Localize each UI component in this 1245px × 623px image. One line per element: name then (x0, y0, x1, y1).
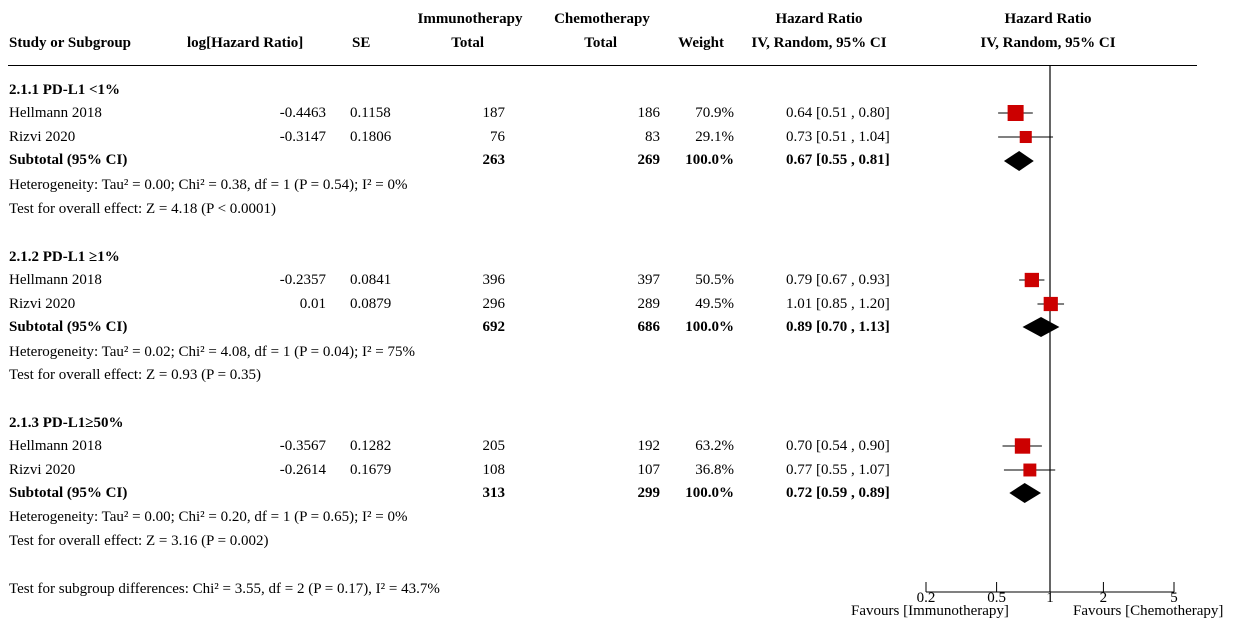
heterogeneity-text: Heterogeneity: Tau² = 0.00; Chi² = 0.38,… (9, 177, 408, 193)
study-se: 0.1158 (350, 105, 391, 121)
study-se: 0.0879 (350, 296, 392, 312)
subtotal-ctl-total: 269 (637, 152, 661, 168)
x-axis-tick-label: 2 (1100, 590, 1108, 606)
header-se: SE (352, 35, 371, 51)
overall-effect-text: Test for overall effect: Z = 0.93 (P = 0… (9, 367, 262, 383)
study-marker (1007, 105, 1024, 121)
x-axis-tick-label: 1 (1046, 590, 1054, 606)
study-name: Hellmann 2018 (9, 105, 102, 121)
subtotal-label: Subtotal (95% CI) (9, 152, 128, 168)
study-name: Rizvi 2020 (9, 462, 76, 478)
header-study: Study or Subgroup (9, 35, 132, 51)
subtotal-weight: 100.0% (685, 319, 734, 335)
subtotal-diamond (1003, 151, 1034, 171)
study-ci: 0.79 [0.67 , 0.93] (786, 272, 890, 288)
study-ci: 0.77 [0.55 , 1.07] (786, 462, 890, 478)
study-se: 0.0841 (350, 272, 392, 288)
study-se: 0.1282 (350, 438, 392, 454)
study-weight: 49.5% (695, 296, 734, 312)
subtotal-weight: 100.0% (685, 152, 734, 168)
study-ctl-total: 107 (637, 462, 661, 478)
study-loghr: 0.01 (299, 296, 326, 312)
study-weight: 50.5% (695, 272, 734, 288)
subtotal-label: Subtotal (95% CI) (9, 485, 128, 501)
favours-right-label: Favours [Chemotherapy] (1073, 603, 1224, 619)
heterogeneity-text: Heterogeneity: Tau² = 0.02; Chi² = 4.08,… (9, 344, 415, 360)
heterogeneity-text: Heterogeneity: Tau² = 0.00; Chi² = 0.20,… (9, 509, 408, 525)
study-ctl-total: 83 (645, 129, 660, 145)
study-name: Hellmann 2018 (9, 272, 102, 288)
x-axis-tick-label: 0.5 (987, 590, 1006, 606)
header-ctl-group: Chemotherapy (554, 11, 650, 27)
header-plot-col: Hazard Ratio (1004, 11, 1092, 27)
favours-left-label: Favours [Immunotherapy] (851, 603, 1009, 619)
subgroup-title: 2.1.3 PD-L1≥50% (9, 415, 124, 431)
study-marker (1043, 296, 1058, 312)
study-marker (1024, 272, 1039, 288)
study-exp-total: 205 (482, 438, 506, 454)
x-axis-tick-label: 5 (1170, 590, 1178, 606)
study-exp-total: 296 (482, 296, 506, 312)
study-ci: 0.70 [0.54 , 0.90] (786, 438, 890, 454)
study-ctl-total: 289 (637, 296, 661, 312)
study-exp-total: 187 (482, 105, 506, 121)
subtotal-label: Subtotal (95% CI) (9, 319, 128, 335)
study-marker (1019, 130, 1032, 144)
subtotal-ci: 0.72 [0.59 , 0.89] (786, 485, 890, 501)
header-loghr: log[Hazard Ratio] (187, 35, 304, 51)
study-name: Rizvi 2020 (9, 129, 76, 145)
header-exp-group: Immunotherapy (417, 11, 523, 27)
study-ctl-total: 192 (637, 438, 661, 454)
subtotal-ctl-total: 686 (637, 319, 661, 335)
study-marker (1023, 463, 1037, 477)
study-name: Hellmann 2018 (9, 438, 102, 454)
study-loghr: -0.2357 (279, 272, 326, 288)
study-exp-total: 108 (482, 462, 506, 478)
subtotal-diamond (1009, 483, 1042, 503)
header-exp-total: Total (451, 35, 484, 51)
study-loghr: -0.3147 (279, 129, 326, 145)
study-name: Rizvi 2020 (9, 296, 76, 312)
header-ctl-total: Total (584, 35, 617, 51)
subgroup-title: 2.1.2 PD-L1 ≥1% (9, 249, 120, 265)
study-exp-total: 396 (482, 272, 506, 288)
subtotal-ci: 0.67 [0.55 , 0.81] (786, 152, 890, 168)
study-weight: 36.8% (695, 462, 734, 478)
study-marker (1014, 438, 1031, 454)
study-ci: 0.64 [0.51 , 0.80] (786, 105, 890, 121)
header-weight: Weight (678, 35, 724, 51)
subtotal-diamond (1022, 317, 1060, 337)
study-se: 0.1679 (350, 462, 392, 478)
overall-effect-text: Test for overall effect: Z = 3.16 (P = 0… (9, 533, 269, 549)
subtotal-exp-total: 263 (482, 152, 506, 168)
study-ci: 0.73 [0.51 , 1.04] (786, 129, 890, 145)
subtotal-weight: 100.0% (685, 485, 734, 501)
subtotal-ctl-total: 299 (637, 485, 661, 501)
study-weight: 70.9% (695, 105, 734, 121)
subtotal-exp-total: 313 (482, 485, 506, 501)
study-ctl-total: 397 (637, 272, 661, 288)
study-se: 0.1806 (350, 129, 392, 145)
overall-effect-text: Test for overall effect: Z = 4.18 (P < 0… (9, 201, 277, 217)
study-weight: 63.2% (695, 438, 734, 454)
subgroup-differences-text: Test for subgroup differences: Chi² = 3.… (9, 581, 440, 597)
study-loghr: -0.3567 (279, 438, 326, 454)
subtotal-ci: 0.89 [0.70 , 1.13] (786, 319, 890, 335)
study-loghr: -0.4463 (279, 105, 326, 121)
subgroup-title: 2.1.1 PD-L1 <1% (9, 82, 121, 98)
header-plot-col-method: IV, Random, 95% CI (980, 35, 1116, 51)
header-hr-col-method: IV, Random, 95% CI (751, 35, 887, 51)
x-axis-tick-label: 0.2 (917, 590, 936, 606)
study-weight: 29.1% (695, 129, 734, 145)
study-loghr: -0.2614 (279, 462, 326, 478)
subtotal-exp-total: 692 (482, 319, 506, 335)
study-ci: 1.01 [0.85 , 1.20] (786, 296, 890, 312)
study-exp-total: 76 (490, 129, 505, 145)
study-ctl-total: 186 (637, 105, 661, 121)
header-hr-col: Hazard Ratio (775, 11, 863, 27)
